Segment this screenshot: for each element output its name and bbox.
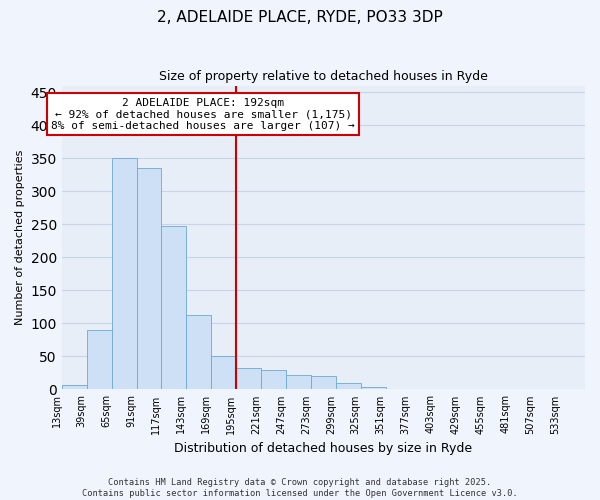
Bar: [311, 376, 336, 390]
Bar: [410, 389, 436, 390]
Bar: [261, 370, 286, 390]
Bar: [137, 168, 161, 390]
Bar: [485, 389, 510, 390]
X-axis label: Distribution of detached houses by size in Ryde: Distribution of detached houses by size …: [175, 442, 472, 455]
Y-axis label: Number of detached properties: Number of detached properties: [15, 150, 25, 325]
Bar: [211, 356, 236, 390]
Bar: [336, 384, 361, 390]
Bar: [436, 389, 460, 390]
Bar: [460, 389, 485, 390]
Bar: [161, 226, 187, 390]
Bar: [236, 368, 261, 390]
Text: 2, ADELAIDE PLACE, RYDE, PO33 3DP: 2, ADELAIDE PLACE, RYDE, PO33 3DP: [157, 10, 443, 25]
Title: Size of property relative to detached houses in Ryde: Size of property relative to detached ho…: [159, 70, 488, 83]
Bar: [87, 330, 112, 390]
Bar: [386, 389, 410, 390]
Bar: [62, 385, 87, 390]
Text: 2 ADELAIDE PLACE: 192sqm
← 92% of detached houses are smaller (1,175)
8% of semi: 2 ADELAIDE PLACE: 192sqm ← 92% of detach…: [51, 98, 355, 131]
Bar: [286, 375, 311, 390]
Bar: [112, 158, 137, 390]
Bar: [361, 387, 386, 390]
Bar: [510, 389, 535, 390]
Bar: [187, 315, 211, 390]
Text: Contains HM Land Registry data © Crown copyright and database right 2025.
Contai: Contains HM Land Registry data © Crown c…: [82, 478, 518, 498]
